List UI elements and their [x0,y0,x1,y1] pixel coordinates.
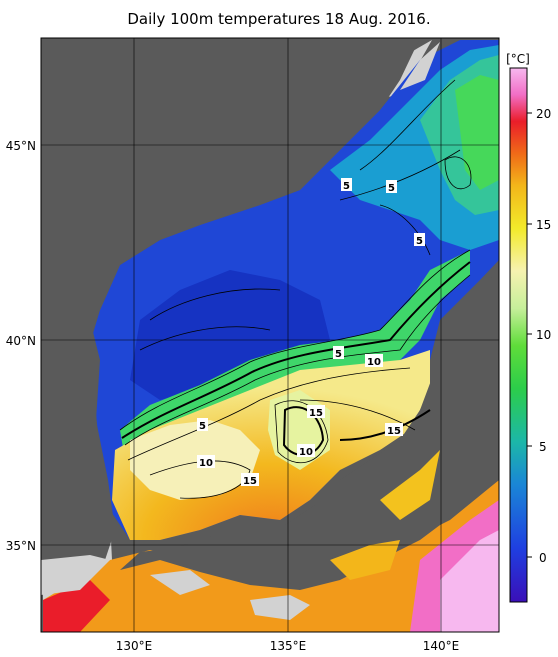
kuroshio-core [440,530,499,632]
contour-label: 5 [416,236,423,247]
deep-basin [130,270,330,400]
colorbar: [°C] 20 15 10 5 0 [506,52,551,603]
contour-label: 15 [387,426,401,437]
bay-warm [330,540,400,580]
contour-label: 5 [388,183,395,194]
warm-core [130,420,260,500]
map-frame [40,37,500,633]
no-data-region [400,42,440,90]
colorbar-unit: [°C] [506,52,530,66]
no-data-region [250,595,310,620]
colorbar-tick: 15 [536,218,551,232]
inland-warm [380,450,440,520]
russia-land [41,38,420,310]
no-data-region [150,570,210,595]
contour-label: 15 [309,408,323,419]
lat-label: 35°N [6,539,36,553]
contours [119,79,472,499]
pacific-hot [43,580,110,632]
contour-label: 5 [335,349,342,360]
colorbar-tick: 0 [539,551,547,565]
contour-label: 10 [299,447,313,458]
lat-label: 40°N [6,334,36,348]
sea-green [455,75,499,190]
colorbar-tick: 5 [539,440,547,454]
no-data-region [41,555,110,595]
colorbar-tick: 20 [536,107,551,121]
lat-label: 45°N [6,139,36,153]
lon-label: 135°E [270,639,307,653]
lon-label: 130°E [116,639,153,653]
graticule [41,38,499,632]
pacific-warm [43,480,499,632]
contour-label: 10 [367,357,381,368]
colorbar-scale [509,67,528,603]
korea-land [41,300,115,575]
contour-label: 5 [199,421,206,432]
contour-label: 5 [343,181,350,192]
contour-label: 15 [243,476,257,487]
contour-label-group: 5 5 5 5 10 5 15 15 10 10 15 [197,178,425,487]
contour-label: 10 [199,458,213,469]
lon-label: 140°E [423,639,460,653]
map-title: Daily 100m temperatures 18 Aug. 2016. [127,10,431,28]
colorbar-tick: 10 [536,328,551,342]
map-area [41,38,499,632]
